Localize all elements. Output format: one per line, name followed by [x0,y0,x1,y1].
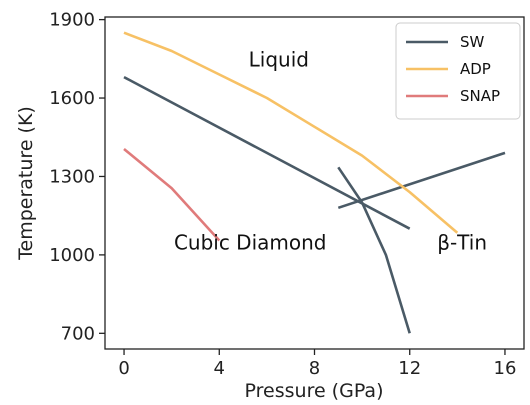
region-label-3: β-Tin [437,231,487,255]
y-tick-label-1000: 1000 [49,245,95,266]
x-tick-label-12: 12 [398,358,421,379]
legend-label-adp: ADP [460,60,491,78]
x-tick-label-4: 4 [214,358,225,379]
legend-label-snap: SNAP [460,87,500,105]
y-tick-label-700: 700 [61,323,95,344]
x-tick-label-16: 16 [494,358,517,379]
region-label-1: Liquid [249,48,309,72]
x-axis-label: Pressure (GPa) [245,380,384,402]
y-tick-label-1900: 1900 [49,10,95,31]
legend-label-sw: SW [460,33,485,51]
legend: SW ADP SNAP [396,23,520,119]
region-label-2: Cubic Diamond [174,231,327,255]
y-tick-label-1300: 1300 [49,166,95,187]
legend-box [396,23,520,119]
x-tick-label-8: 8 [309,358,320,379]
x-tick-label-0: 0 [118,358,129,379]
y-axis-label: Temperature (K) [15,106,37,261]
y-tick-label-1600: 1600 [49,88,95,109]
